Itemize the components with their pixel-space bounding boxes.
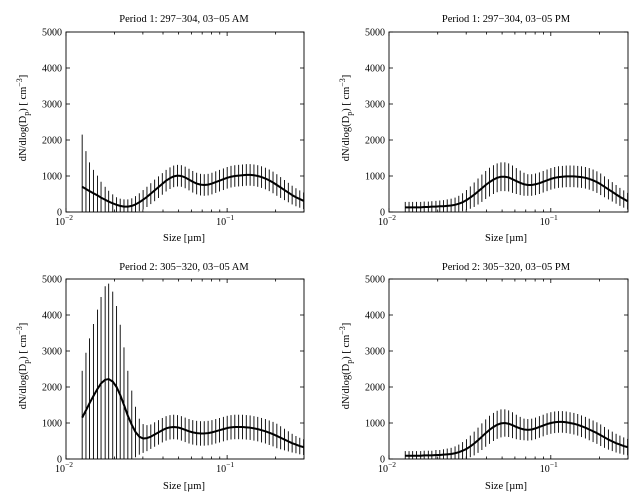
svg-text:dN/dlog(Dp) [ cm−3]: dN/dlog(Dp) [ cm−3] bbox=[15, 323, 31, 410]
y-tick-label: 5000 bbox=[42, 28, 62, 39]
panel-4: Period 2: 305−320, 03−05 PM dN/dlog(Dp) … bbox=[338, 262, 629, 492]
y-label-sub: p bbox=[22, 112, 31, 116]
y-label-main: dN/dlog(D bbox=[341, 363, 352, 409]
y-label-sub: p bbox=[22, 360, 31, 364]
mean-size-distribution-curve bbox=[81, 173, 304, 208]
y-label-end: ] bbox=[18, 75, 29, 79]
panel-title: Period 1: 297−304, 03−05 AM bbox=[119, 14, 249, 25]
x-tick-label: 10−1 bbox=[540, 460, 558, 475]
plot-area: 0 1000 2000 3000 4000 5000 10−2 10−1 bbox=[42, 28, 305, 228]
y-tick-label: 4000 bbox=[365, 311, 385, 322]
y-tick-label: 0 bbox=[380, 208, 385, 219]
y-tick-label: 4000 bbox=[42, 311, 62, 322]
panel-2: Period 1: 297−304, 03−05 PM dN/dlog(Dp) … bbox=[338, 14, 629, 244]
axes-frame bbox=[65, 31, 305, 213]
y-tick-label: 2000 bbox=[42, 136, 62, 147]
panel-title: Period 2: 305−320, 03−05 PM bbox=[442, 262, 571, 273]
y-label-sub: p bbox=[345, 360, 354, 364]
y-tick-label: 2000 bbox=[365, 136, 385, 147]
y-label-sub: p bbox=[345, 112, 354, 116]
y-label-end: ] bbox=[341, 323, 352, 327]
x-tick-label: 10−1 bbox=[216, 460, 234, 475]
y-tick-label: 0 bbox=[57, 208, 62, 219]
y-tick-label: 1000 bbox=[365, 419, 385, 430]
y-label-mid: ) [ cm bbox=[18, 87, 29, 112]
plot-area: 0 1000 2000 3000 4000 5000 10−2 10−1 bbox=[365, 28, 629, 228]
x-axis-label: Size [µm] bbox=[163, 481, 205, 492]
y-tick-label: 4000 bbox=[365, 64, 385, 75]
y-label-sup: −3 bbox=[338, 78, 347, 87]
y-tick-label: 4000 bbox=[42, 64, 62, 75]
y-axis-label: dN/dlog(Dp) [ cm−3] bbox=[15, 323, 31, 410]
panel-title: Period 1: 297−304, 03−05 PM bbox=[442, 14, 571, 25]
y-tick-label: 3000 bbox=[42, 347, 62, 358]
y-tick-label: 1000 bbox=[42, 172, 62, 183]
y-label-sup: −3 bbox=[338, 326, 347, 335]
x-tick-label: 10−2 bbox=[378, 213, 396, 228]
x-axis-label: Size [µm] bbox=[485, 481, 527, 492]
svg-text:dN/dlog(Dp) [ cm−3]: dN/dlog(Dp) [ cm−3] bbox=[15, 75, 31, 162]
y-axis-label: dN/dlog(Dp) [ cm−3] bbox=[15, 75, 31, 162]
x-tick-label: 10−2 bbox=[55, 460, 73, 475]
y-tick-label: 3000 bbox=[365, 347, 385, 358]
x-tick-label: 10−2 bbox=[378, 460, 396, 475]
y-label-main: dN/dlog(D bbox=[341, 115, 352, 161]
y-axis-label: dN/dlog(Dp) [ cm−3] bbox=[338, 75, 354, 162]
y-label-end: ] bbox=[18, 323, 29, 327]
x-tick-label: 10−2 bbox=[55, 213, 73, 228]
plot-area: 0 1000 2000 3000 4000 5000 10−2 10−1 bbox=[42, 275, 305, 475]
y-axis-label: dN/dlog(Dp) [ cm−3] bbox=[338, 323, 354, 410]
panel-3: Period 2: 305−320, 03−05 AM dN/dlog(Dp) … bbox=[15, 262, 305, 492]
y-tick-label: 2000 bbox=[365, 383, 385, 394]
x-axis-label: Size [µm] bbox=[163, 233, 205, 244]
mean-size-distribution-curve bbox=[405, 175, 628, 209]
y-tick-label: 5000 bbox=[42, 275, 62, 286]
axes-frame bbox=[388, 31, 629, 213]
x-tick-label: 10−1 bbox=[216, 213, 234, 228]
y-label-main: dN/dlog(D bbox=[18, 115, 29, 161]
y-tick-label: 0 bbox=[380, 455, 385, 466]
panel-1: Period 1: 297−304, 03−05 AM dN/dlog(Dp) … bbox=[15, 14, 305, 244]
y-label-end: ] bbox=[341, 75, 352, 79]
y-label-main: dN/dlog(D bbox=[18, 363, 29, 409]
y-label-mid: ) [ cm bbox=[18, 335, 29, 360]
y-tick-label: 5000 bbox=[365, 275, 385, 286]
panel-title: Period 2: 305−320, 03−05 AM bbox=[119, 262, 249, 273]
y-tick-label: 1000 bbox=[365, 172, 385, 183]
plot-area: 0 1000 2000 3000 4000 5000 10−2 10−1 bbox=[365, 275, 629, 475]
y-label-sup: −3 bbox=[15, 326, 24, 335]
y-tick-label: 1000 bbox=[42, 419, 62, 430]
axes-frame bbox=[388, 278, 629, 460]
y-label-mid: ) [ cm bbox=[341, 335, 352, 360]
y-tick-label: 3000 bbox=[42, 100, 62, 111]
svg-text:dN/dlog(Dp) [ cm−3]: dN/dlog(Dp) [ cm−3] bbox=[338, 323, 354, 410]
y-label-sup: −3 bbox=[15, 78, 24, 87]
y-tick-label: 5000 bbox=[365, 28, 385, 39]
y-label-mid: ) [ cm bbox=[341, 87, 352, 112]
y-tick-label: 2000 bbox=[42, 383, 62, 394]
x-tick-label: 10−1 bbox=[540, 213, 558, 228]
svg-text:dN/dlog(Dp) [ cm−3]: dN/dlog(Dp) [ cm−3] bbox=[338, 75, 354, 162]
y-tick-label: 3000 bbox=[365, 100, 385, 111]
mean-size-distribution-curve bbox=[81, 378, 304, 449]
mean-size-distribution-curve bbox=[405, 420, 628, 457]
axes-frame bbox=[65, 278, 305, 460]
y-tick-label: 0 bbox=[57, 455, 62, 466]
x-axis-label: Size [µm] bbox=[485, 233, 527, 244]
